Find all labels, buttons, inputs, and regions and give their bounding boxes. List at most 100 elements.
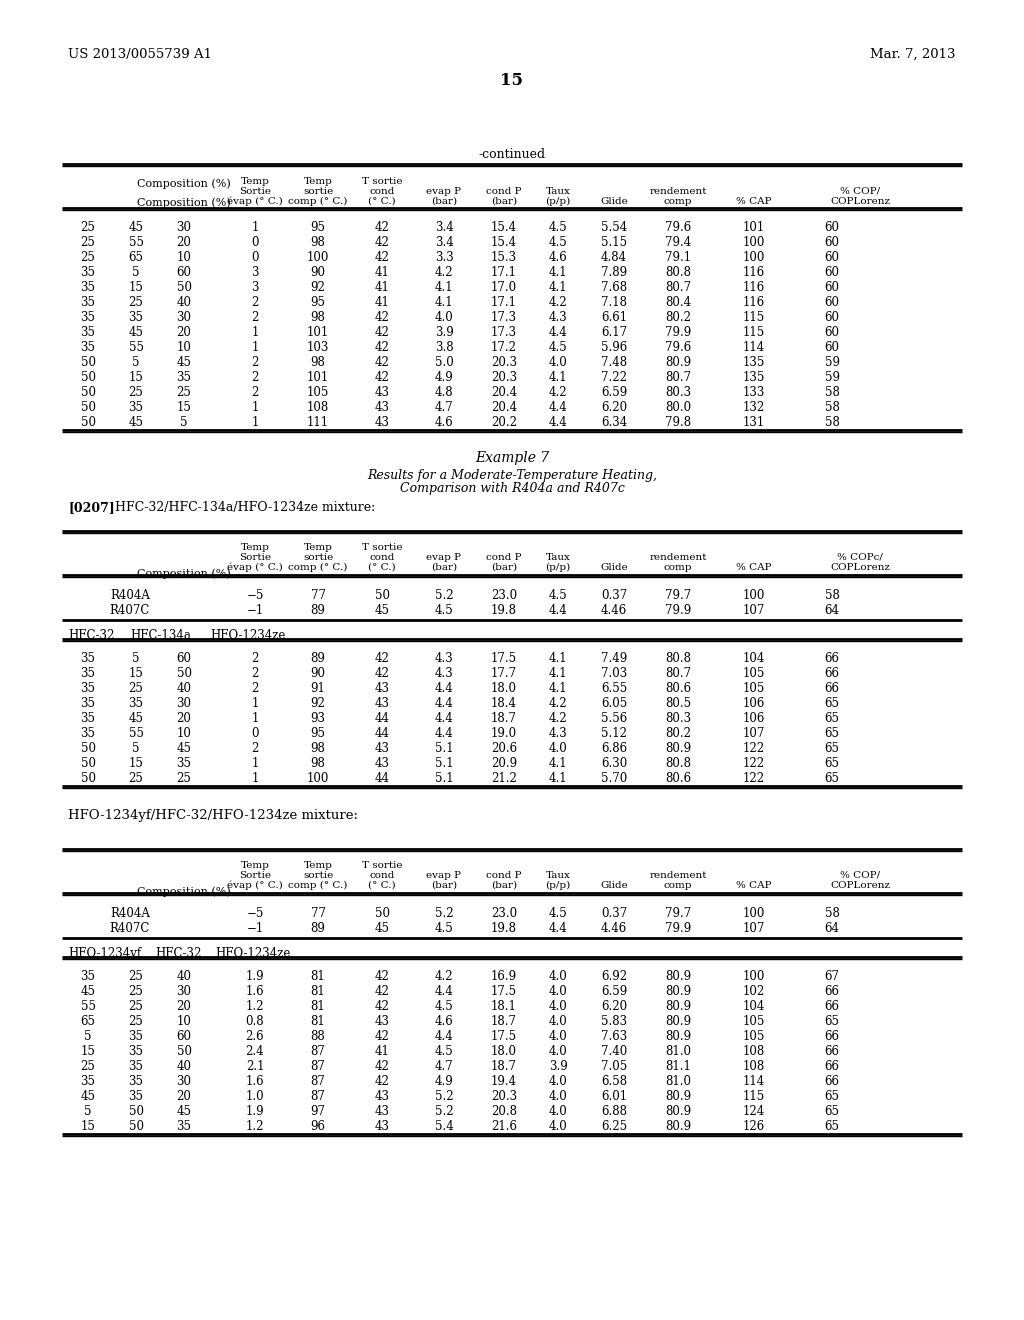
Text: comp: comp — [664, 564, 692, 572]
Text: 77: 77 — [310, 907, 326, 920]
Text: 3.4: 3.4 — [434, 236, 454, 249]
Text: 10: 10 — [176, 341, 191, 354]
Text: (° C.): (° C.) — [369, 197, 396, 206]
Text: 80.9: 80.9 — [665, 970, 691, 983]
Text: 4.5: 4.5 — [434, 605, 454, 616]
Text: 5.15: 5.15 — [601, 236, 627, 249]
Text: −5: −5 — [247, 589, 264, 602]
Text: cond P: cond P — [486, 187, 522, 195]
Text: 4.4: 4.4 — [434, 711, 454, 725]
Text: 80.9: 80.9 — [665, 742, 691, 755]
Text: Taux: Taux — [546, 553, 570, 562]
Text: 23.0: 23.0 — [490, 589, 517, 602]
Text: 60: 60 — [824, 312, 840, 323]
Text: R407C: R407C — [110, 605, 151, 616]
Text: evap P: evap P — [427, 187, 462, 195]
Text: 43: 43 — [375, 1105, 389, 1118]
Text: 80.9: 80.9 — [665, 1001, 691, 1012]
Text: Sortie: Sortie — [239, 871, 271, 880]
Text: 80.3: 80.3 — [665, 711, 691, 725]
Text: 50: 50 — [81, 416, 95, 429]
Text: 43: 43 — [375, 385, 389, 399]
Text: 25: 25 — [129, 296, 143, 309]
Text: 4.0: 4.0 — [549, 1105, 567, 1118]
Text: 35: 35 — [81, 341, 95, 354]
Text: COPLorenz: COPLorenz — [830, 197, 890, 206]
Text: 25: 25 — [129, 985, 143, 998]
Text: HFC-32: HFC-32 — [155, 946, 202, 960]
Text: 108: 108 — [307, 401, 329, 414]
Text: 105: 105 — [742, 1015, 765, 1028]
Text: 41: 41 — [375, 1045, 389, 1059]
Text: HFC-32: HFC-32 — [68, 630, 115, 642]
Text: 25: 25 — [129, 970, 143, 983]
Text: Temp: Temp — [303, 861, 333, 870]
Text: 5: 5 — [132, 267, 139, 279]
Text: 0.37: 0.37 — [601, 907, 627, 920]
Text: 19.8: 19.8 — [490, 605, 517, 616]
Text: 43: 43 — [375, 697, 389, 710]
Text: 25: 25 — [129, 385, 143, 399]
Text: 64: 64 — [824, 605, 840, 616]
Text: 35: 35 — [81, 652, 95, 665]
Text: 35: 35 — [176, 1119, 191, 1133]
Text: 30: 30 — [176, 985, 191, 998]
Text: 103: 103 — [307, 341, 329, 354]
Text: 15.3: 15.3 — [490, 251, 517, 264]
Text: 6.30: 6.30 — [601, 756, 627, 770]
Text: Glide: Glide — [600, 197, 628, 206]
Text: 4.0: 4.0 — [549, 1001, 567, 1012]
Text: 80.2: 80.2 — [665, 727, 691, 741]
Text: 1.0: 1.0 — [246, 1090, 264, 1104]
Text: % CAP: % CAP — [736, 880, 772, 890]
Text: 7.05: 7.05 — [601, 1060, 627, 1073]
Text: 6.59: 6.59 — [601, 985, 627, 998]
Text: 2: 2 — [251, 385, 259, 399]
Text: 45: 45 — [375, 605, 389, 616]
Text: 21.2: 21.2 — [492, 772, 517, 785]
Text: 6.86: 6.86 — [601, 742, 627, 755]
Text: 4.1: 4.1 — [434, 296, 454, 309]
Text: 4.0: 4.0 — [549, 985, 567, 998]
Text: 18.7: 18.7 — [490, 1015, 517, 1028]
Text: Composition (%): Composition (%) — [137, 568, 230, 578]
Text: 90: 90 — [310, 667, 326, 680]
Text: 6.88: 6.88 — [601, 1105, 627, 1118]
Text: HFO-1234ze: HFO-1234ze — [215, 946, 291, 960]
Text: 116: 116 — [742, 281, 765, 294]
Text: 42: 42 — [375, 652, 389, 665]
Text: 18.0: 18.0 — [490, 682, 517, 696]
Text: 66: 66 — [824, 1001, 840, 1012]
Text: 80.4: 80.4 — [665, 296, 691, 309]
Text: cond P: cond P — [486, 871, 522, 880]
Text: 50: 50 — [128, 1119, 143, 1133]
Text: 4.0: 4.0 — [549, 1045, 567, 1059]
Text: 7.48: 7.48 — [601, 356, 627, 370]
Text: 35: 35 — [176, 371, 191, 384]
Text: 114: 114 — [742, 1074, 765, 1088]
Text: 41: 41 — [375, 267, 389, 279]
Text: 45: 45 — [176, 1105, 191, 1118]
Text: 4.1: 4.1 — [549, 652, 567, 665]
Text: 50: 50 — [81, 756, 95, 770]
Text: 4.5: 4.5 — [549, 220, 567, 234]
Text: 111: 111 — [307, 416, 329, 429]
Text: 58: 58 — [824, 907, 840, 920]
Text: Sortie: Sortie — [239, 553, 271, 562]
Text: 17.3: 17.3 — [490, 312, 517, 323]
Text: Glide: Glide — [600, 564, 628, 572]
Text: 59: 59 — [824, 356, 840, 370]
Text: 17.5: 17.5 — [490, 985, 517, 998]
Text: 42: 42 — [375, 1001, 389, 1012]
Text: 81: 81 — [310, 1015, 326, 1028]
Text: 80.8: 80.8 — [665, 267, 691, 279]
Text: 66: 66 — [824, 652, 840, 665]
Text: 1.6: 1.6 — [246, 1074, 264, 1088]
Text: 4.2: 4.2 — [434, 970, 454, 983]
Text: 131: 131 — [742, 416, 765, 429]
Text: Temp: Temp — [241, 861, 269, 870]
Text: 77: 77 — [310, 589, 326, 602]
Text: 35: 35 — [81, 1074, 95, 1088]
Text: 17.1: 17.1 — [490, 267, 517, 279]
Text: Taux: Taux — [546, 871, 570, 880]
